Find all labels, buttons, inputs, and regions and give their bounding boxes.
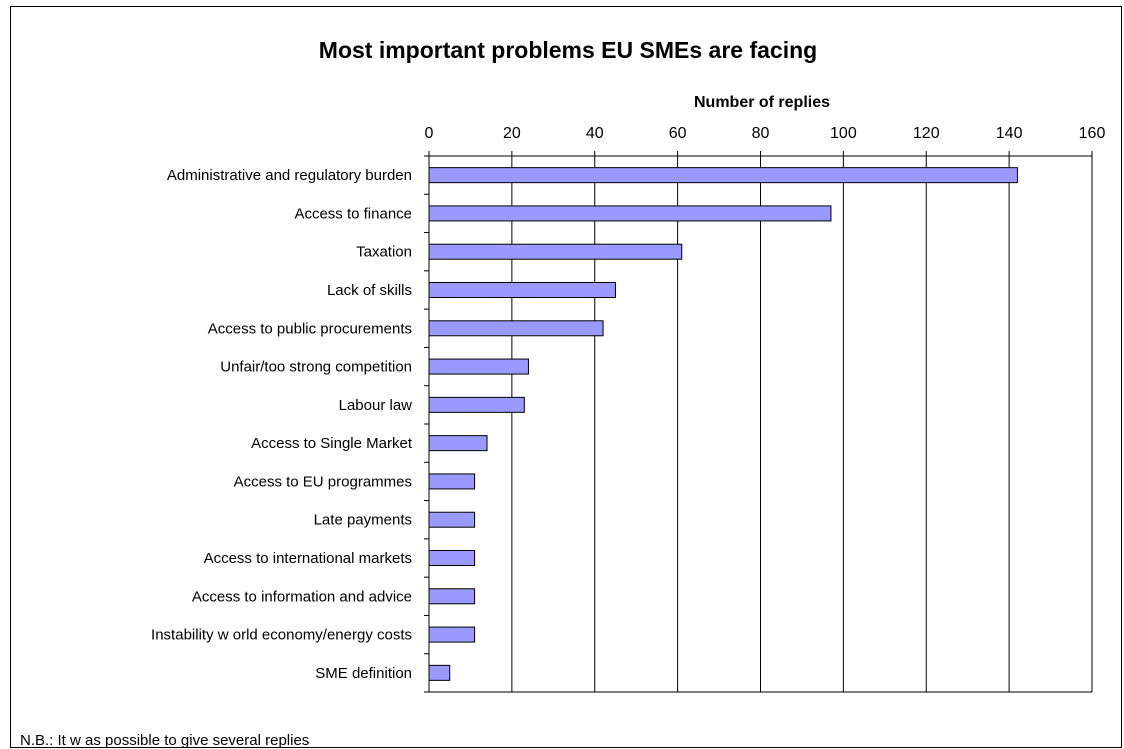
category-label: SME definition	[315, 665, 412, 682]
bars	[428, 167, 1018, 681]
category-labels: Administrative and regulatory burden Acce…	[151, 167, 413, 682]
category-label: Access to finance	[294, 205, 412, 222]
category-label: Late payments	[314, 512, 412, 529]
bar	[428, 664, 451, 681]
category-label: Access to international markets	[204, 550, 412, 567]
bar	[428, 358, 529, 375]
x-tick-label: 20	[503, 125, 521, 142]
category-label: Taxation	[356, 244, 412, 261]
bar	[428, 473, 476, 490]
category-label: Access to information and advice	[192, 588, 412, 605]
bar	[428, 167, 1018, 184]
bar	[428, 396, 525, 413]
gridlines	[428, 156, 1093, 692]
category-label: Administrative and regulatory burden	[167, 167, 412, 184]
bar	[428, 320, 604, 337]
x-tick-label: 80	[752, 125, 770, 142]
bar	[428, 626, 476, 643]
category-label: Access to EU programmes	[234, 473, 412, 490]
category-label: Access to Single Market	[251, 435, 413, 452]
x-tick-label: 40	[586, 125, 604, 142]
x-tick-label: 160	[1079, 125, 1106, 142]
category-label: Unfair/too strong competition	[220, 359, 412, 376]
bar	[428, 282, 616, 298]
category-label: Instability w orld economy/energy costs	[151, 627, 412, 644]
x-tick-label: 100	[830, 125, 857, 142]
bar	[428, 550, 476, 566]
x-tick-label: 120	[913, 125, 940, 142]
axes	[424, 151, 1093, 693]
x-tick-label: 0	[425, 125, 434, 142]
category-label: Access to public procurements	[208, 320, 412, 337]
x-tick-label: 60	[669, 125, 687, 142]
chart-frame	[10, 6, 1122, 748]
footnote: N.B.: It w as possible to give several r…	[20, 732, 309, 749]
bar	[428, 435, 488, 452]
bar	[428, 588, 476, 605]
bar	[428, 243, 683, 260]
x-axis-label: Number of replies	[694, 94, 830, 111]
bar	[428, 205, 832, 222]
x-tick-label: 140	[996, 125, 1023, 142]
bar	[428, 511, 476, 528]
category-label: Lack of skills	[327, 282, 412, 299]
category-label: Labour law	[339, 397, 413, 414]
chart-title: Most important problems EU SMEs are faci…	[319, 37, 817, 63]
x-tick-labels: 0 20 40 60 80 100 120 140 160	[425, 125, 1106, 142]
